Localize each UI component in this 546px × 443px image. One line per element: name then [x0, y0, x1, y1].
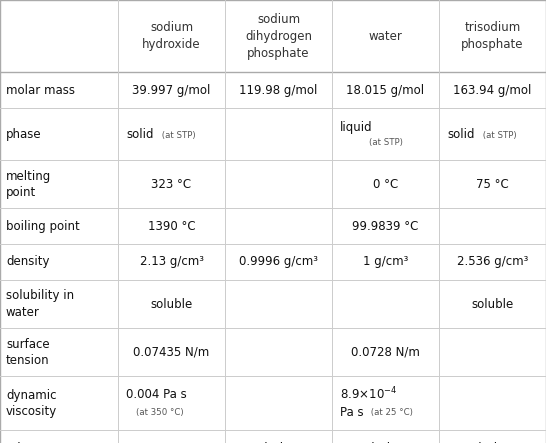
- Text: 1390 °C: 1390 °C: [147, 219, 195, 233]
- Text: melting
point: melting point: [6, 170, 51, 198]
- Text: molar mass: molar mass: [6, 83, 75, 97]
- Text: water: water: [369, 30, 402, 43]
- Text: $8.9{\times}10^{-4}$: $8.9{\times}10^{-4}$: [340, 386, 397, 402]
- Text: odorless: odorless: [254, 442, 304, 443]
- Text: solubility in
water: solubility in water: [6, 289, 74, 319]
- Text: (at STP): (at STP): [480, 131, 517, 140]
- Text: solid: solid: [126, 128, 153, 140]
- Text: phase: phase: [6, 128, 41, 140]
- Text: sodium
hydroxide: sodium hydroxide: [142, 21, 201, 51]
- Text: liquid: liquid: [340, 120, 372, 133]
- Text: surface
tension: surface tension: [6, 338, 50, 366]
- Text: 119.98 g/mol: 119.98 g/mol: [239, 83, 318, 97]
- Text: soluble: soluble: [471, 298, 514, 311]
- Text: boiling point: boiling point: [6, 219, 80, 233]
- Text: 39.997 g/mol: 39.997 g/mol: [132, 83, 211, 97]
- Text: Pa s: Pa s: [340, 405, 364, 419]
- Text: trisodium
phosphate: trisodium phosphate: [461, 21, 524, 51]
- Text: 163.94 g/mol: 163.94 g/mol: [453, 83, 532, 97]
- Text: 1 g/cm³: 1 g/cm³: [363, 256, 408, 268]
- Text: solid: solid: [447, 128, 474, 140]
- Text: 99.9839 °C: 99.9839 °C: [352, 219, 419, 233]
- Text: (at STP): (at STP): [369, 137, 402, 147]
- Text: 18.015 g/mol: 18.015 g/mol: [347, 83, 425, 97]
- Text: 75 °C: 75 °C: [476, 178, 509, 190]
- Text: 323 °C: 323 °C: [151, 178, 192, 190]
- Text: (at 25 °C): (at 25 °C): [368, 408, 413, 417]
- Text: odorless: odorless: [361, 442, 410, 443]
- Text: 0.07435 N/m: 0.07435 N/m: [133, 346, 210, 358]
- Text: (at 350 °C): (at 350 °C): [136, 408, 183, 416]
- Text: soluble: soluble: [150, 298, 193, 311]
- Text: 0.004 Pa s: 0.004 Pa s: [126, 389, 187, 401]
- Text: odorless: odorless: [468, 442, 517, 443]
- Text: density: density: [6, 256, 50, 268]
- Text: 0 °C: 0 °C: [373, 178, 398, 190]
- Text: 2.536 g/cm³: 2.536 g/cm³: [457, 256, 528, 268]
- Text: odor: odor: [6, 442, 33, 443]
- Text: 0.0728 N/m: 0.0728 N/m: [351, 346, 420, 358]
- Text: (at STP): (at STP): [159, 131, 195, 140]
- Text: sodium
dihydrogen
phosphate: sodium dihydrogen phosphate: [245, 12, 312, 59]
- Text: 2.13 g/cm³: 2.13 g/cm³: [139, 256, 204, 268]
- Text: 0.9996 g/cm³: 0.9996 g/cm³: [239, 256, 318, 268]
- Text: dynamic
viscosity: dynamic viscosity: [6, 389, 57, 417]
